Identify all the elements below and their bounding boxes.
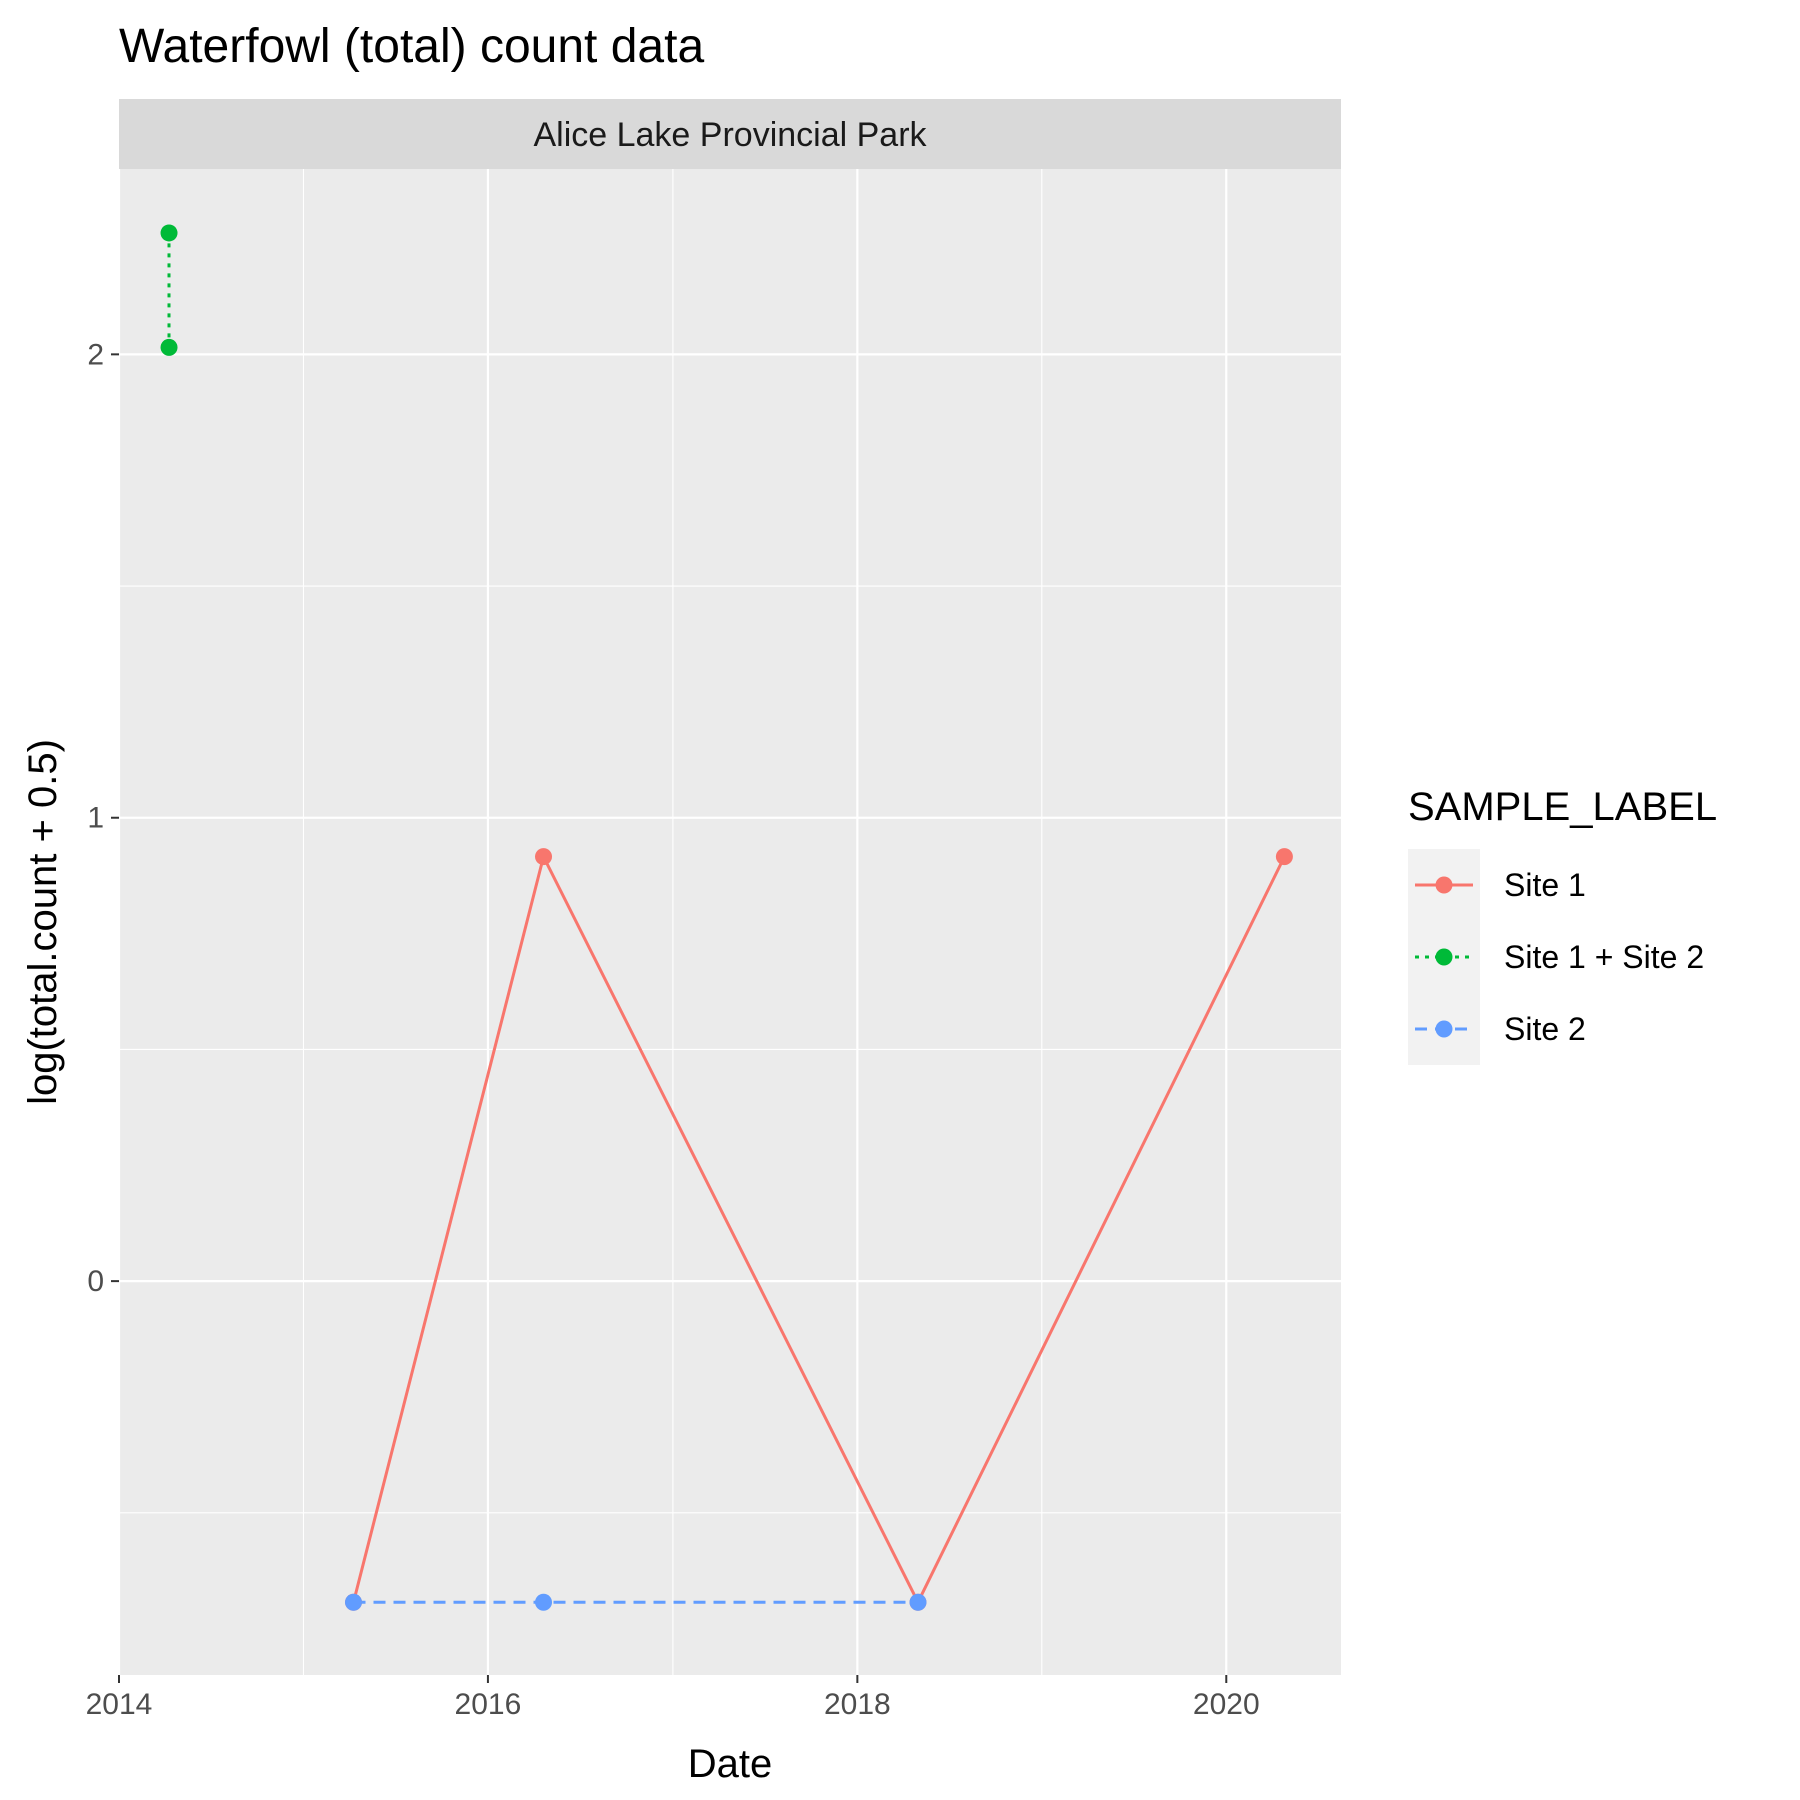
legend-title: SAMPLE_LABEL — [1408, 785, 1717, 829]
data-point — [160, 338, 178, 356]
legend-label: Site 1 + Site 2 — [1504, 939, 1704, 975]
grid-minor — [119, 169, 1341, 1675]
series-line-1 — [352, 855, 1286, 1604]
plot-panel — [119, 169, 1341, 1675]
grid-major — [117, 169, 1341, 1675]
data-point — [535, 1593, 553, 1611]
data-point — [344, 1593, 362, 1611]
legend-label: Site 1 — [1504, 867, 1586, 903]
legend-key-point — [1435, 948, 1453, 966]
chart-title: Waterfowl (total) count data — [119, 20, 704, 73]
legend-entries: Site 1 Site 1 + Site 2 Site 2 — [1415, 867, 1704, 1047]
series-points — [160, 224, 1293, 1611]
y-tick-labels: 0 1 2 — [87, 338, 104, 1298]
y-tick-label: 1 — [87, 802, 104, 835]
x-tick-label: 2016 — [455, 1688, 522, 1721]
legend-key-point — [1435, 876, 1453, 894]
legend-label: Site 2 — [1504, 1011, 1586, 1047]
axis-ticks — [111, 353, 1228, 1683]
x-tick-label: 2018 — [824, 1688, 891, 1721]
data-point — [1275, 848, 1293, 866]
y-tick-label: 2 — [87, 338, 104, 371]
facet-strip-label: Alice Lake Provincial Park — [533, 116, 927, 154]
y-axis-title: log(total.count + 0.5) — [21, 739, 65, 1105]
data-point — [160, 224, 178, 242]
legend-key-point — [1435, 1020, 1453, 1038]
x-tick-label: 2020 — [1193, 1688, 1260, 1721]
legend: SAMPLE_LABEL Site 1 Site 1 + Site 2 Site 2 — [1408, 785, 1717, 1065]
x-tick-label: 2014 — [86, 1688, 153, 1721]
data-point — [909, 1593, 927, 1611]
x-axis-title: Date — [688, 1742, 773, 1786]
y-tick-label: 0 — [87, 1265, 104, 1298]
facet-strip — [119, 99, 1341, 169]
data-point — [535, 848, 553, 866]
x-tick-labels: 2014 2016 2018 2020 — [86, 1688, 1260, 1721]
